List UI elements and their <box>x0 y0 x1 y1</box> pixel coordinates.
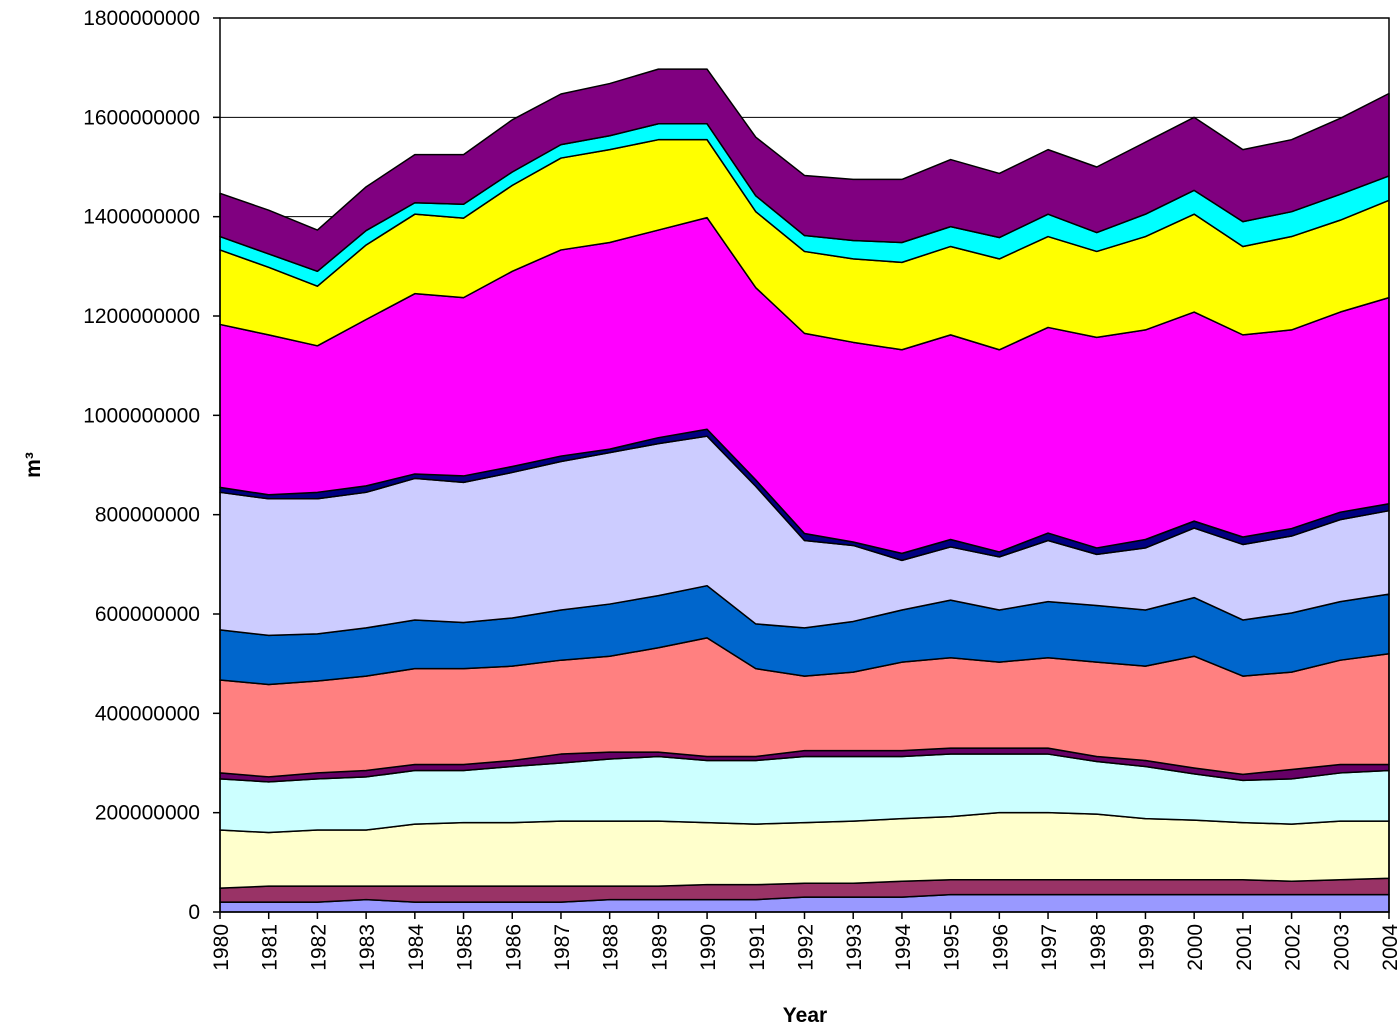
x-tick-label: 2002 <box>1282 924 1305 971</box>
x-tick-label: 1983 <box>356 924 379 971</box>
x-tick-label: 1990 <box>697 924 720 971</box>
y-tick-label: 400000000 <box>95 702 200 725</box>
x-tick-label: 1984 <box>405 924 428 971</box>
x-tick-label: 1993 <box>843 924 866 971</box>
x-tick-label: 1985 <box>454 924 477 971</box>
x-tick-label: 1994 <box>892 924 915 971</box>
x-tick-label: 1996 <box>989 924 1012 971</box>
y-tick-label: 1600000000 <box>83 106 200 129</box>
x-tick-label: 1989 <box>648 924 671 971</box>
y-axis-label: m³ <box>22 452 45 478</box>
x-tick-label: 1991 <box>746 924 769 971</box>
x-tick-label: 1982 <box>307 924 330 971</box>
x-tick-label: 2004 <box>1379 924 1399 971</box>
x-tick-label: 2003 <box>1330 924 1353 971</box>
y-tick-label: 800000000 <box>95 504 200 527</box>
x-tick-label: 1997 <box>1038 924 1061 971</box>
y-tick-label: 1400000000 <box>83 206 200 229</box>
y-tick-label: 0 <box>188 901 200 924</box>
x-tick-label: 1998 <box>1087 924 1110 971</box>
x-tick-label: 1988 <box>600 924 623 971</box>
x-tick-label: 1986 <box>502 924 525 971</box>
y-tick-label: 1000000000 <box>83 404 200 427</box>
y-tick-label: 1800000000 <box>83 7 200 30</box>
x-tick-label: 2000 <box>1184 924 1207 971</box>
x-tick-label: 1987 <box>551 924 574 971</box>
x-tick-label: 1999 <box>1135 924 1158 971</box>
x-tick-label: 1981 <box>259 924 282 971</box>
y-tick-label: 200000000 <box>95 802 200 825</box>
x-tick-label: 1992 <box>795 924 818 971</box>
x-tick-label: 1980 <box>210 924 233 971</box>
x-axis-label: Year <box>783 1004 827 1027</box>
x-tick-label: 2001 <box>1233 924 1256 971</box>
x-tick-label: 1995 <box>941 924 964 971</box>
y-tick-label: 600000000 <box>95 603 200 626</box>
y-tick-label: 1200000000 <box>83 305 200 328</box>
